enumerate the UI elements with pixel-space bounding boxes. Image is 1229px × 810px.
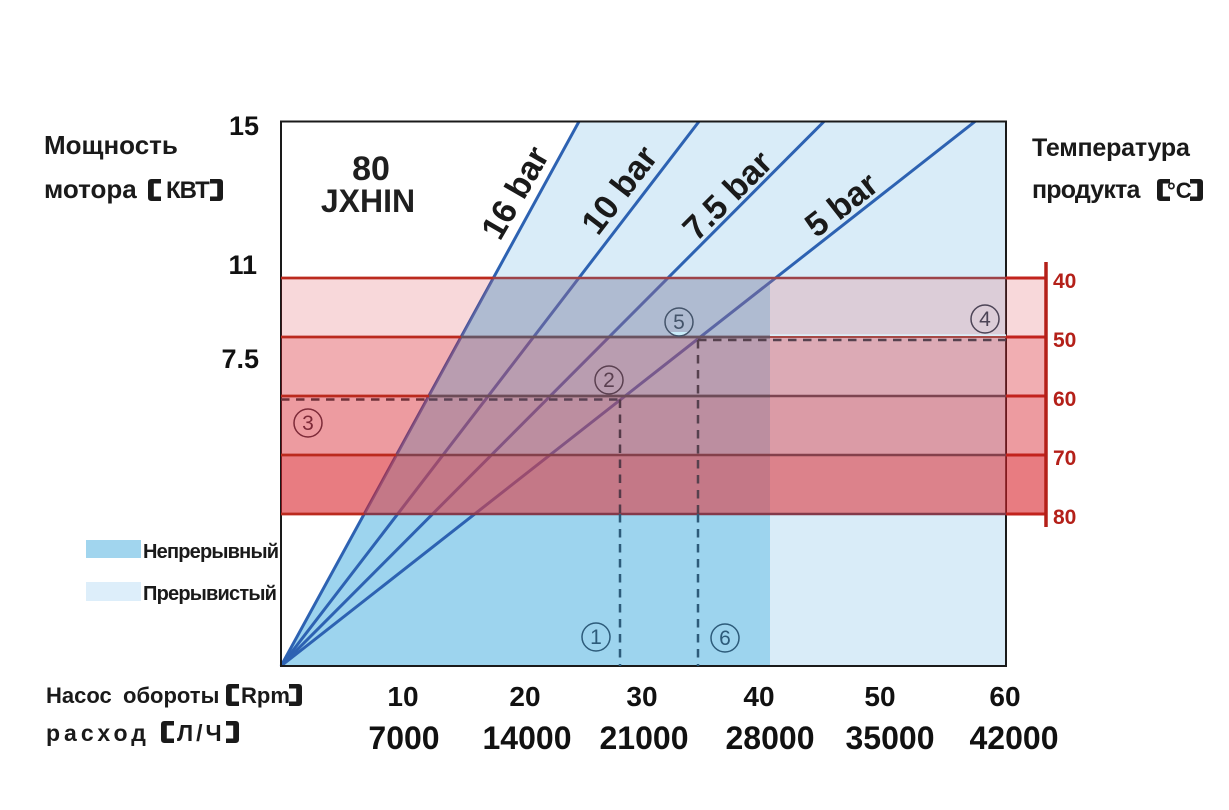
svg-text:28000: 28000 <box>726 720 815 756</box>
svg-text:Прерывистый: Прерывистый <box>143 583 276 605</box>
svg-text:Температура: Температура <box>1032 134 1191 162</box>
svg-text:продукта: продукта <box>1032 176 1142 204</box>
svg-text:мотора: мотора <box>44 174 137 204</box>
svg-text:3: 3 <box>302 412 314 435</box>
svg-text:4: 4 <box>979 308 991 331</box>
svg-text:1: 1 <box>590 626 602 649</box>
svg-text:60: 60 <box>1053 388 1076 411</box>
svg-text:80: 80 <box>1053 506 1076 529</box>
svg-text:5: 5 <box>673 311 685 334</box>
svg-text:60: 60 <box>989 681 1020 712</box>
svg-text:14000: 14000 <box>483 720 572 756</box>
svg-text:7000: 7000 <box>368 720 439 756</box>
svg-text:40: 40 <box>1053 270 1076 293</box>
svg-text:2: 2 <box>603 369 615 392</box>
svg-text:50: 50 <box>864 681 895 712</box>
svg-text:15: 15 <box>229 111 259 141</box>
svg-text:Мощность: Мощность <box>44 130 178 160</box>
svg-text:КВТ: КВТ <box>166 177 210 204</box>
svg-text:42000: 42000 <box>970 720 1059 756</box>
svg-text:Rpm: Rpm <box>241 683 290 708</box>
svg-text:70: 70 <box>1053 447 1076 470</box>
svg-text:11: 11 <box>228 250 257 280</box>
svg-text:Насос: Насос <box>46 683 112 708</box>
svg-text:Л/Ч: Л/Ч <box>177 720 225 746</box>
svg-text:21000: 21000 <box>600 720 689 756</box>
svg-text:расход: расход <box>46 720 150 746</box>
svg-text:10: 10 <box>387 681 418 712</box>
svg-text:50: 50 <box>1053 329 1076 352</box>
svg-text:6: 6 <box>719 627 731 650</box>
svg-text:35000: 35000 <box>846 720 935 756</box>
svg-text:JXHIN: JXHIN <box>321 183 415 219</box>
svg-text:30: 30 <box>626 681 657 712</box>
svg-text:80: 80 <box>352 150 390 188</box>
svg-text:40: 40 <box>743 681 774 712</box>
svg-text:обороты: обороты <box>123 683 219 708</box>
svg-text:7.5: 7.5 <box>221 344 259 374</box>
svg-text:°C: °C <box>1167 178 1192 203</box>
svg-text:20: 20 <box>509 681 540 712</box>
svg-text:Непрерывный: Непрерывный <box>143 541 278 563</box>
